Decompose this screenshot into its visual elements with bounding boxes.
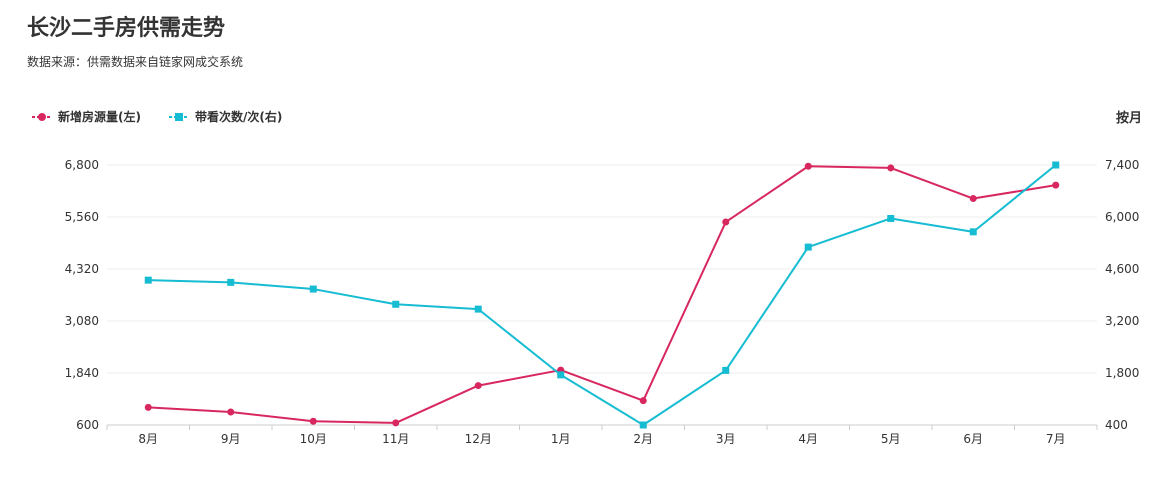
data-point-new-listings [144, 403, 152, 411]
legend-item-left-series[interactable]: 新增房源量(左) [32, 108, 141, 125]
data-point-viewings [392, 300, 400, 308]
x-tick-label: 12月 [465, 432, 492, 446]
period-selector[interactable]: 按月 [1115, 111, 1142, 126]
y-right-tick-label: 7,400 [1105, 158, 1139, 172]
y-right-tick-label: 400 [1105, 418, 1128, 432]
circle-marker-icon [32, 112, 52, 121]
y-left-tick-label: 6,800 [65, 158, 99, 172]
data-point-viewings [227, 278, 235, 286]
data-point-new-listings [392, 419, 400, 427]
x-tick-label: 9月 [221, 432, 241, 446]
data-point-new-listings [722, 218, 730, 226]
y-right-tick-label: 4,600 [1105, 262, 1139, 276]
data-point-new-listings [969, 195, 977, 203]
y-right-tick-label: 6,000 [1105, 210, 1139, 224]
series-line-new-listings [148, 165, 1056, 424]
x-tick-label: 2月 [633, 432, 653, 446]
data-point-viewings [639, 421, 647, 429]
y-right-tick-label: 3,200 [1105, 314, 1139, 328]
legend-item-right-series[interactable]: 带看次数/次(右) [168, 108, 283, 125]
x-tick-label: 7月 [1046, 432, 1066, 446]
data-point-new-listings [474, 382, 482, 390]
data-point-viewings [474, 305, 482, 313]
x-tick-label: 11月 [382, 432, 409, 446]
y-left-tick-label: 5,560 [65, 210, 99, 224]
data-point-new-listings [804, 162, 812, 170]
y-left-tick-label: 3,080 [65, 314, 99, 328]
legend-label-left-series: 新增房源量(左) [58, 110, 141, 124]
data-point-new-listings [639, 397, 647, 405]
square-marker-icon [168, 112, 189, 121]
data-point-viewings [969, 228, 977, 236]
data-point-new-listings [227, 408, 235, 416]
data-point-viewings [722, 366, 730, 374]
data-point-viewings [309, 285, 317, 293]
data-point-new-listings [887, 164, 895, 172]
x-tick-label: 1月 [551, 432, 571, 446]
y-left-tick-label: 1,840 [65, 366, 99, 380]
data-source-note: 数据来源：供需数据来自链家网成交系统 [27, 55, 244, 69]
data-point-viewings [144, 276, 152, 284]
data-point-new-listings [309, 417, 317, 425]
y-right-tick-label: 1,800 [1105, 366, 1139, 380]
data-point-new-listings [1052, 181, 1060, 189]
x-tick-label: 8月 [138, 432, 158, 446]
data-point-viewings [804, 243, 812, 251]
y-left-tick-label: 4,320 [65, 262, 99, 276]
chart-legend: 新增房源量(左) 带看次数/次(右) [32, 108, 310, 125]
data-point-viewings [1052, 161, 1060, 169]
chart-title: 长沙二手房供需走势 [27, 16, 226, 41]
x-tick-label: 6月 [963, 432, 983, 446]
data-point-viewings [557, 371, 565, 379]
y-left-tick-label: 600 [76, 418, 99, 432]
legend-label-right-series: 带看次数/次(右) [194, 110, 283, 124]
data-point-viewings [887, 214, 895, 222]
x-tick-label: 4月 [798, 432, 818, 446]
x-tick-label: 3月 [716, 432, 736, 446]
x-tick-label: 5月 [881, 432, 901, 446]
series-line-viewings [148, 164, 1057, 426]
x-tick-label: 10月 [300, 432, 327, 446]
